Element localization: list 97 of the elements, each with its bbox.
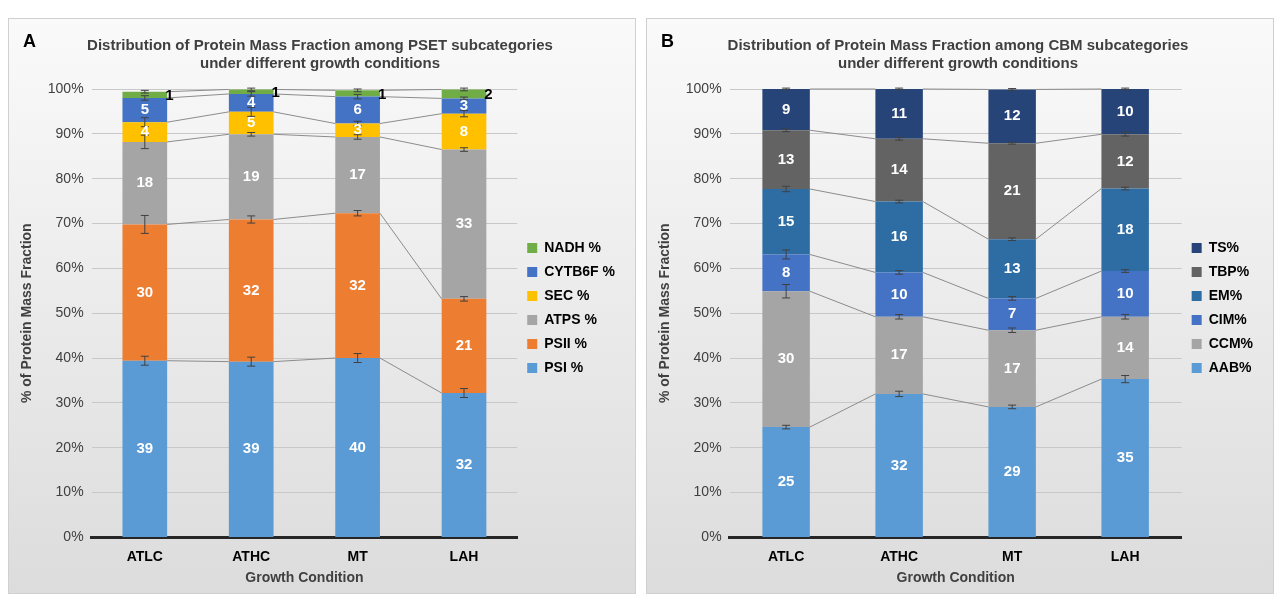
data-label: 8 — [781, 262, 791, 280]
y-tick-label: 100% — [47, 79, 84, 96]
y-tick-label: 30% — [55, 393, 84, 410]
x-axis-title: Growth Condition — [245, 569, 364, 586]
data-label: 35 — [1116, 448, 1134, 466]
data-label: 13 — [1003, 258, 1021, 276]
data-label: 17 — [349, 165, 366, 183]
y-tick-label: 20% — [693, 438, 722, 455]
data-label: 39 — [242, 439, 260, 457]
x-axis-title: Growth Condition — [896, 569, 1015, 586]
text: B — [661, 30, 674, 51]
data-label: 3 — [459, 96, 469, 114]
x-tick-label: ATHC — [232, 547, 271, 564]
legend-label: CIM% — [1208, 310, 1248, 327]
legend-label: PSII % — [544, 334, 588, 351]
x-tick-label: MT — [1002, 547, 1023, 564]
y-axis-title: % of Protein Mass Fraction — [656, 223, 673, 404]
data-label: 18 — [1116, 219, 1134, 237]
data-label: 21 — [1003, 181, 1021, 199]
chart-title: Distribution of Protein Mass Fraction among PSET subcategories under different growth conditions — [87, 36, 553, 72]
data-label: 32 — [242, 280, 260, 298]
x-tick-label: ATLC — [126, 547, 163, 564]
y-tick-label: 80% — [55, 169, 84, 186]
legend-label: TS% — [1208, 238, 1240, 255]
data-label: 8 — [459, 121, 469, 139]
data-label: 10 — [1116, 101, 1134, 119]
data-label: 32 — [890, 455, 908, 473]
data-label: 7 — [1007, 304, 1017, 322]
data-label: 4 — [247, 93, 257, 111]
data-label: 9 — [781, 99, 791, 117]
data-label: 11 — [891, 104, 908, 122]
data-label: 4 — [140, 122, 150, 140]
x-tick-label: LAH — [1110, 547, 1140, 564]
data-label: 1 — [377, 84, 387, 102]
data-label: 12 — [1116, 151, 1134, 169]
y-tick-label: 90% — [55, 124, 84, 141]
y-tick-label: 50% — [693, 304, 722, 321]
legend-label: CCM% — [1208, 334, 1254, 351]
data-label: 17 — [890, 345, 908, 363]
y-tick-label: 50% — [55, 304, 84, 321]
data-label: 30 — [777, 349, 795, 367]
data-label: 10 — [1116, 284, 1134, 302]
legend-label: SEC % — [544, 286, 590, 303]
y-tick-label: 30% — [693, 393, 722, 410]
y-tick-label: 100% — [685, 79, 722, 96]
data-label: 18 — [136, 173, 154, 191]
y-tick-label: 70% — [693, 214, 722, 231]
data-label: 19 — [242, 167, 260, 185]
data-label: 12 — [1003, 106, 1021, 124]
y-tick-label: 90% — [693, 124, 722, 141]
x-tick-label: ATHC — [880, 547, 919, 564]
data-label: 14 — [890, 160, 909, 178]
data-label: 21 — [455, 336, 473, 354]
y-tick-label: 0% — [63, 528, 84, 545]
text: A — [23, 30, 36, 51]
legend-label: TBP% — [1208, 262, 1250, 279]
data-label: 6 — [353, 100, 362, 118]
x-tick-label: LAH — [449, 547, 479, 564]
y-tick-label: 70% — [55, 214, 84, 231]
legend-label: CYTB6F % — [544, 262, 616, 279]
y-tick-label: 60% — [693, 259, 722, 276]
data-label: 33 — [455, 214, 473, 232]
y-tick-label: 60% — [55, 259, 84, 276]
x-tick-label: ATLC — [767, 547, 805, 564]
data-label: 39 — [136, 438, 154, 456]
data-label: 1 — [165, 85, 174, 103]
data-label: 15 — [777, 211, 795, 229]
data-label: 13 — [777, 149, 795, 167]
data-label: 14 — [1116, 338, 1135, 356]
y-tick-label: 40% — [55, 348, 84, 365]
data-label: 32 — [455, 455, 473, 473]
data-label: 5 — [247, 113, 256, 131]
legend-label: NADH % — [544, 238, 602, 255]
y-tick-label: 20% — [55, 438, 84, 455]
y-axis-title: % of Protein Mass Fraction — [18, 223, 35, 404]
y-tick-label: 40% — [693, 348, 722, 365]
chart-title: Distribution of Protein Mass Fraction among CBM subcategories under different growth conditions — [727, 36, 1189, 72]
data-label: 29 — [1003, 462, 1021, 480]
y-tick-label: 80% — [693, 169, 722, 186]
y-tick-label: 10% — [55, 483, 84, 500]
y-tick-label: 0% — [701, 528, 722, 545]
data-label: 25 — [777, 472, 795, 490]
data-label: 5 — [140, 100, 149, 118]
data-label: 32 — [349, 275, 366, 293]
data-label: 17 — [1003, 358, 1021, 376]
y-tick-label: 10% — [693, 483, 722, 500]
x-tick-label: MT — [347, 547, 369, 564]
data-label: 3 — [353, 120, 362, 138]
data-label: 10 — [890, 284, 908, 302]
data-label: 40 — [349, 437, 366, 455]
data-label: 1 — [271, 82, 280, 100]
legend-label: EM% — [1208, 286, 1243, 303]
data-label: 30 — [136, 282, 154, 300]
legend-label: AAB% — [1208, 358, 1252, 375]
legend-label: ATPS % — [544, 310, 598, 327]
data-label: 16 — [890, 227, 908, 245]
legend-label: PSI % — [544, 358, 584, 375]
